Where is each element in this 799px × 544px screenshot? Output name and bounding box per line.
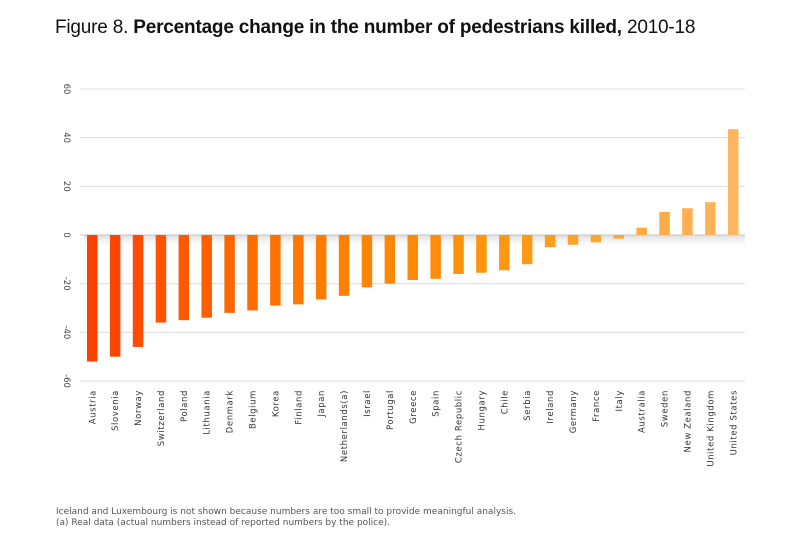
bar-austria (87, 235, 98, 362)
bar-greece (407, 235, 418, 281)
x-tick-label: New Zealand (683, 390, 693, 452)
x-tick-label: Czech Republic (455, 390, 465, 463)
title-bold: Percentage change in the number of pedes… (133, 17, 622, 38)
bar-lithuania (201, 235, 212, 318)
x-tick-label: Netherlands(a) (340, 390, 350, 462)
x-tick-label: Switzerland (157, 390, 167, 446)
x-tick-label: Sweden (661, 390, 671, 427)
x-tick-label: Austria (88, 390, 98, 424)
x-tick-label: Germany (569, 390, 579, 433)
bar-chile (499, 235, 510, 271)
bar-france (590, 235, 602, 243)
x-tick-label: Denmark (226, 390, 236, 433)
x-tick-label: Korea (271, 390, 281, 417)
title-prefix: Figure 8. (55, 17, 134, 38)
x-tick-label: United States (729, 390, 739, 455)
bar-denmark (224, 235, 235, 313)
y-axis-ticks: 60 40 20 0 -20 -40 -60 (61, 84, 71, 388)
bar-serbia (521, 235, 533, 265)
bar-poland (178, 235, 190, 321)
x-tick-label: Japan (317, 390, 327, 418)
x-tick-label: Australia (638, 390, 648, 433)
x-tick-label: Chile (500, 390, 510, 414)
y-tick-label: 20 (61, 181, 71, 192)
bar-spain (430, 235, 441, 279)
bar-korea (270, 235, 281, 306)
bar-netherlands-a (338, 235, 350, 296)
x-tick-label: Lithuania (203, 390, 213, 435)
bar-new-zealand (682, 208, 693, 235)
x-tick-label: Spain (432, 390, 442, 417)
x-tick-label: Norway (134, 390, 144, 426)
y-tick-label: 0 (61, 232, 71, 237)
x-tick-label: Serbia (523, 390, 533, 421)
bar-ireland (544, 235, 556, 248)
bar-israel (361, 235, 373, 288)
bar-finland (293, 235, 304, 305)
bar-hungary (476, 235, 487, 273)
y-tick-label: -60 (61, 374, 71, 388)
bar-portugal (384, 235, 396, 284)
x-axis-labels: Austria Slovenia Norway Switzerland Poland Li… (88, 390, 739, 467)
bar-belgium (247, 235, 258, 311)
x-tick-label: Greece (409, 390, 419, 424)
x-tick-label: Hungary (477, 390, 487, 431)
bar-switzerland (155, 235, 167, 323)
bars (87, 129, 739, 362)
footnotes: Iceland and Luxembourg is not shown beca… (56, 507, 516, 529)
x-tick-label: Portugal (386, 390, 396, 430)
footnote-2: (a) Real data (actual numbers instead of… (56, 518, 391, 528)
x-tick-label: Slovenia (111, 390, 121, 431)
bar-sweden (659, 211, 670, 235)
bar-norway (132, 235, 144, 347)
x-tick-label: Ireland (546, 390, 556, 424)
bar-japan (315, 235, 327, 300)
bar-australia (636, 227, 647, 235)
footnote-1: Iceland and Luxembourg is not shown beca… (56, 507, 517, 517)
bar-czech-republic (453, 235, 464, 274)
bar-italy (613, 235, 625, 239)
y-tick-label: -40 (61, 325, 71, 339)
x-tick-label: Belgium (249, 390, 259, 429)
title-suffix: 2010-18 (621, 17, 696, 38)
bar-germany (567, 235, 579, 245)
zero-shade-top (80, 229, 745, 235)
x-tick-label: United Kingdom (706, 390, 716, 467)
x-tick-label: Italy (615, 390, 625, 411)
x-tick-label: Poland (180, 390, 190, 422)
x-tick-label: France (592, 390, 602, 422)
y-tick-label: 40 (61, 132, 71, 143)
bar-united-states (728, 129, 739, 235)
y-tick-label: -20 (61, 277, 71, 291)
bar-slovenia (109, 235, 121, 357)
x-tick-label: Israel (363, 390, 373, 417)
chart-title: Figure 8. Percentage change in the numbe… (55, 17, 695, 39)
x-tick-label: Finland (294, 390, 304, 425)
bar-united-kingdom (705, 202, 716, 235)
y-tick-label: 60 (61, 84, 71, 95)
